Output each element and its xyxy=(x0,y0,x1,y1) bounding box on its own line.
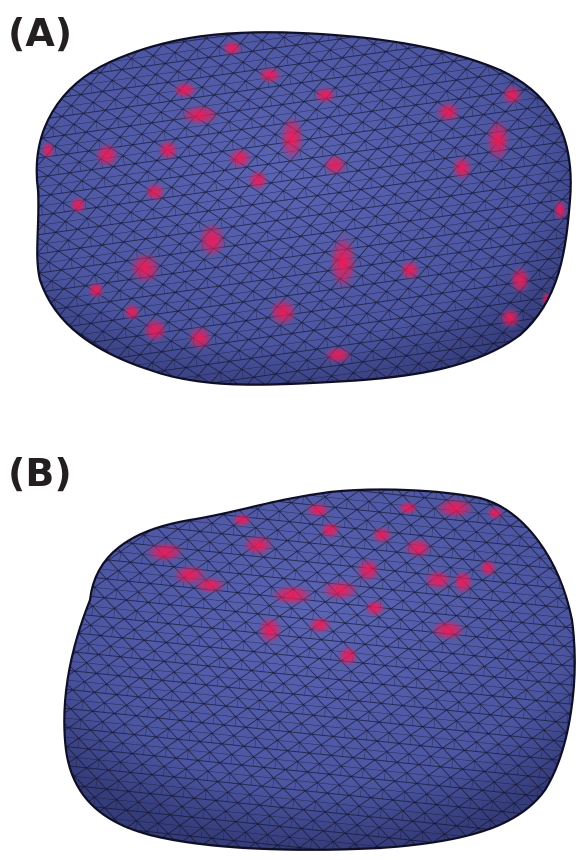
panel-label-a: (A) xyxy=(8,11,73,55)
mesh-surface-b xyxy=(63,488,576,851)
hotspots-b xyxy=(143,496,505,668)
panel-label-b: (B) xyxy=(8,451,72,495)
mesh-surface-a xyxy=(35,31,572,386)
hotspots-a xyxy=(40,39,568,365)
